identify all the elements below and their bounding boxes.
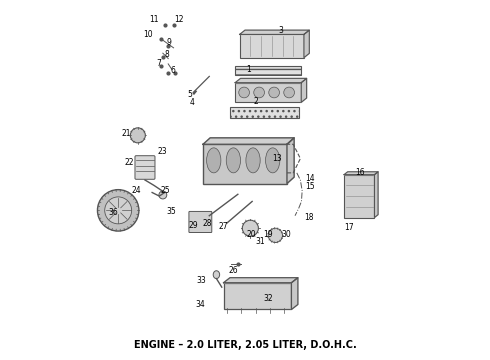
Text: 8: 8 (165, 50, 170, 59)
FancyBboxPatch shape (240, 35, 304, 58)
Text: 33: 33 (196, 276, 206, 285)
Ellipse shape (98, 190, 139, 231)
Polygon shape (374, 172, 378, 217)
Text: 27: 27 (219, 222, 228, 231)
Text: 18: 18 (304, 213, 313, 222)
Text: 3: 3 (278, 26, 283, 35)
FancyBboxPatch shape (189, 211, 212, 233)
Polygon shape (304, 30, 309, 58)
Text: 15: 15 (305, 182, 315, 191)
Text: 35: 35 (167, 207, 176, 216)
Text: 4: 4 (190, 98, 195, 107)
Text: ENGINE – 2.0 LITER, 2.05 LITER, D.O.H.C.: ENGINE – 2.0 LITER, 2.05 LITER, D.O.H.C. (134, 340, 356, 350)
FancyBboxPatch shape (235, 66, 301, 75)
FancyBboxPatch shape (135, 156, 155, 179)
Text: 24: 24 (132, 186, 141, 195)
Polygon shape (223, 278, 298, 283)
Ellipse shape (269, 87, 279, 98)
Polygon shape (235, 78, 307, 83)
Text: 12: 12 (174, 15, 184, 24)
Ellipse shape (268, 228, 283, 243)
Text: 6: 6 (171, 66, 175, 75)
Text: 13: 13 (272, 154, 282, 163)
Text: 11: 11 (149, 15, 159, 24)
Text: 19: 19 (264, 230, 273, 239)
FancyBboxPatch shape (230, 108, 299, 118)
Text: 9: 9 (167, 37, 172, 46)
Text: 21: 21 (122, 129, 131, 138)
Ellipse shape (243, 220, 258, 236)
Ellipse shape (254, 87, 265, 98)
Ellipse shape (284, 87, 294, 98)
Text: 20: 20 (246, 230, 256, 239)
Text: 34: 34 (196, 300, 206, 309)
FancyBboxPatch shape (203, 144, 287, 184)
Text: 30: 30 (281, 230, 291, 239)
Polygon shape (240, 30, 309, 35)
Ellipse shape (239, 87, 249, 98)
Text: 5: 5 (187, 90, 192, 99)
FancyBboxPatch shape (223, 283, 292, 310)
Text: 28: 28 (202, 219, 212, 228)
Text: 17: 17 (344, 222, 353, 231)
Ellipse shape (226, 148, 241, 173)
Text: 22: 22 (124, 158, 134, 167)
Ellipse shape (213, 271, 220, 279)
Text: 7: 7 (156, 59, 161, 68)
Text: 26: 26 (229, 266, 238, 275)
Ellipse shape (266, 148, 280, 173)
Polygon shape (203, 138, 294, 144)
Polygon shape (292, 278, 298, 310)
Text: 32: 32 (264, 294, 273, 303)
Polygon shape (301, 78, 307, 102)
FancyBboxPatch shape (344, 175, 374, 217)
Text: 14: 14 (305, 174, 315, 183)
Ellipse shape (207, 148, 221, 173)
Ellipse shape (105, 197, 132, 224)
Text: 1: 1 (246, 66, 251, 75)
Ellipse shape (159, 191, 167, 199)
Text: 36: 36 (109, 208, 119, 217)
Ellipse shape (246, 148, 260, 173)
Text: 2: 2 (253, 97, 258, 106)
Ellipse shape (130, 128, 146, 143)
Text: 29: 29 (188, 221, 198, 230)
Text: 31: 31 (255, 237, 265, 246)
Text: 10: 10 (143, 31, 153, 40)
Polygon shape (287, 138, 294, 184)
Text: 16: 16 (355, 168, 365, 177)
FancyBboxPatch shape (235, 83, 301, 102)
Text: 23: 23 (157, 147, 167, 156)
Text: 25: 25 (161, 185, 171, 194)
Polygon shape (344, 172, 378, 175)
